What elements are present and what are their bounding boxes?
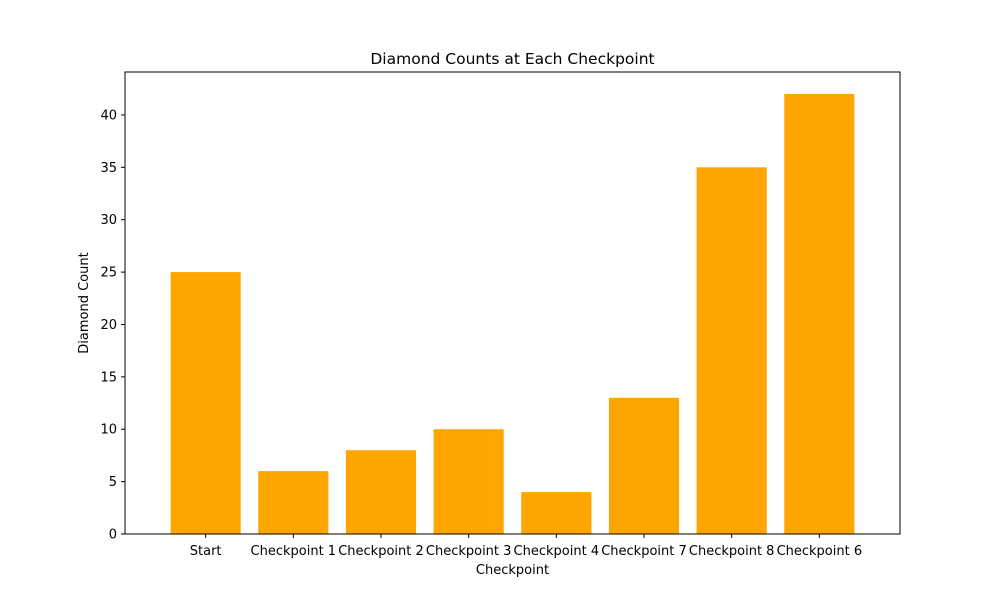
y-tick-label: 5 — [109, 475, 117, 490]
x-axis: Start Checkpoint 1 Checkpoint 2 Checkpoint … — [190, 534, 862, 559]
bar-checkpoint-2 — [345, 450, 417, 534]
bars-group — [170, 94, 855, 535]
x-tick-label: Checkpoint 2 — [338, 544, 424, 559]
x-tick-label: Start — [190, 544, 222, 559]
x-tick-label: Checkpoint 3 — [426, 544, 512, 559]
bar-checkpoint-8 — [696, 167, 767, 535]
x-tick-label: Checkpoint 1 — [251, 544, 337, 559]
plot-frame — [124, 71, 901, 535]
x-tick-label: Checkpoint 4 — [514, 544, 600, 559]
x-tick-label: Checkpoint 8 — [689, 544, 775, 559]
y-tick-label: 10 — [100, 423, 117, 438]
y-tick-label: 0 — [109, 528, 117, 543]
y-axis: 0 5 10 15 20 25 30 35 40 — [100, 108, 125, 543]
y-tick-label: 30 — [100, 213, 117, 228]
y-tick-label: 20 — [100, 318, 117, 333]
bar-checkpoint-7 — [608, 397, 680, 534]
x-tick-label: Checkpoint 7 — [601, 544, 687, 559]
x-axis-label: Checkpoint — [476, 563, 549, 578]
y-tick-label: 40 — [100, 108, 117, 123]
bar-checkpoint-1 — [258, 471, 329, 534]
y-tick-label: 25 — [100, 266, 117, 281]
x-tick-label: Checkpoint 6 — [777, 544, 863, 559]
bar-checkpoint-3 — [433, 429, 504, 534]
bar-checkpoint-6 — [784, 94, 855, 534]
y-axis-label: Diamond Count — [77, 252, 92, 353]
bar-checkpoint-4 — [521, 492, 592, 534]
chart-title: Diamond Counts at Each Checkpoint — [370, 50, 654, 68]
bar-start — [170, 272, 241, 534]
y-tick-label: 35 — [100, 161, 117, 176]
y-tick-label: 15 — [100, 370, 117, 385]
